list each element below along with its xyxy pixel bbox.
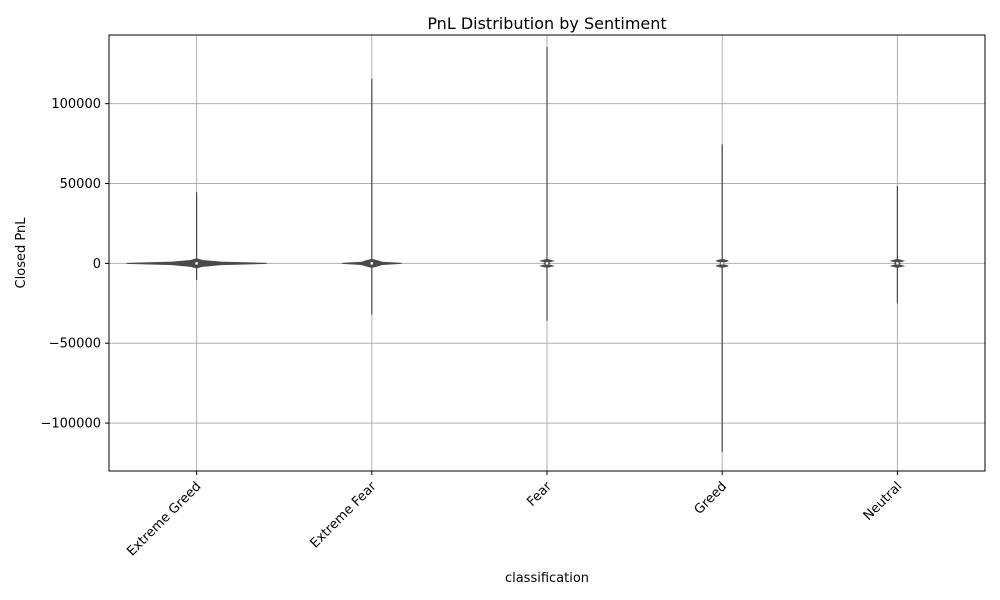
y-tick-label: 50000 [60, 177, 101, 192]
violin-median [545, 261, 549, 266]
violin-extreme-greed [126, 192, 267, 281]
chart-title: PnL Distribution by Sentiment [427, 14, 666, 33]
x-axis-ticks: Extreme Greed Extreme Fear Fear Greed Neutra… [124, 471, 905, 559]
x-tick-label: Fear [524, 479, 555, 510]
y-tick-label: 100000 [51, 97, 101, 112]
x-tick-label: Neutral [861, 479, 906, 524]
x-tick-label: Extreme Greed [124, 479, 204, 559]
y-tick-label: 0 [93, 257, 101, 272]
violin-extreme-fear [341, 78, 402, 315]
x-tick-label: Greed [692, 479, 730, 517]
violin-median [194, 261, 199, 266]
violin-median [720, 261, 725, 266]
y-tick-label: −100000 [40, 417, 101, 432]
violins [126, 46, 906, 452]
y-tick-label: −50000 [49, 337, 101, 352]
violin-median [895, 261, 900, 266]
violin-neutral [889, 185, 906, 304]
violin-greed [716, 144, 729, 452]
x-tick-label: Extreme Fear [308, 479, 381, 552]
violin-fear [539, 46, 555, 321]
violin-median [369, 261, 374, 266]
x-axis-label: classification [505, 571, 589, 586]
y-axis-label: Closed PnL [14, 217, 29, 289]
y-axis-ticks: −100000 −50000 0 50000 100000 [40, 97, 109, 432]
